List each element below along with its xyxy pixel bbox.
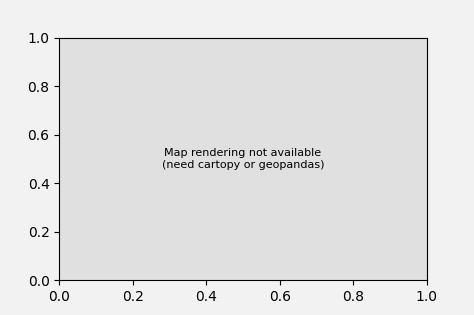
Text: Map rendering not available
(need cartopy or geopandas): Map rendering not available (need cartop… [162, 148, 324, 170]
